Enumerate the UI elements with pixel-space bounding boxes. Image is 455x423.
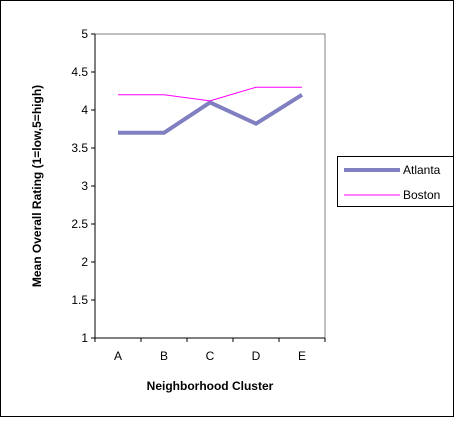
y-tick-label: 1 (81, 331, 88, 345)
x-tick-label: A (114, 349, 122, 363)
y-tick-label: 3.5 (71, 141, 88, 155)
y-tick-label: 2.5 (71, 217, 88, 231)
series-line-boston (118, 86, 302, 102)
legend-label-boston: Boston (403, 188, 440, 202)
x-tick-label: B (160, 349, 168, 363)
y-tick-label: 4.5 (71, 65, 88, 79)
legend-box (337, 156, 454, 207)
legend-label-atlanta: Atlanta (403, 163, 441, 177)
x-tick-label: C (206, 349, 215, 363)
plot-area (94, 33, 326, 339)
x-tick-label: E (298, 349, 306, 363)
x-axis: A B C D E (94, 337, 326, 363)
y-tick-label: 2 (81, 255, 88, 269)
x-axis-title: Neighborhood Cluster (147, 379, 274, 393)
y-axis: 1 1.5 2 2.5 3 3.5 4 4.5 5 (71, 27, 96, 345)
series-lines (118, 86, 304, 135)
y-tick-label: 4 (81, 103, 88, 117)
y-axis-title: Mean Overall Rating (1=low,5=high) (30, 85, 44, 287)
legend: Atlanta Boston (337, 156, 454, 207)
series-line-atlanta (118, 93, 304, 135)
y-tick-label: 5 (81, 27, 88, 41)
y-tick-label: 1.5 (71, 293, 88, 307)
y-tick-label: 3 (81, 179, 88, 193)
x-tick-label: D (252, 349, 261, 363)
